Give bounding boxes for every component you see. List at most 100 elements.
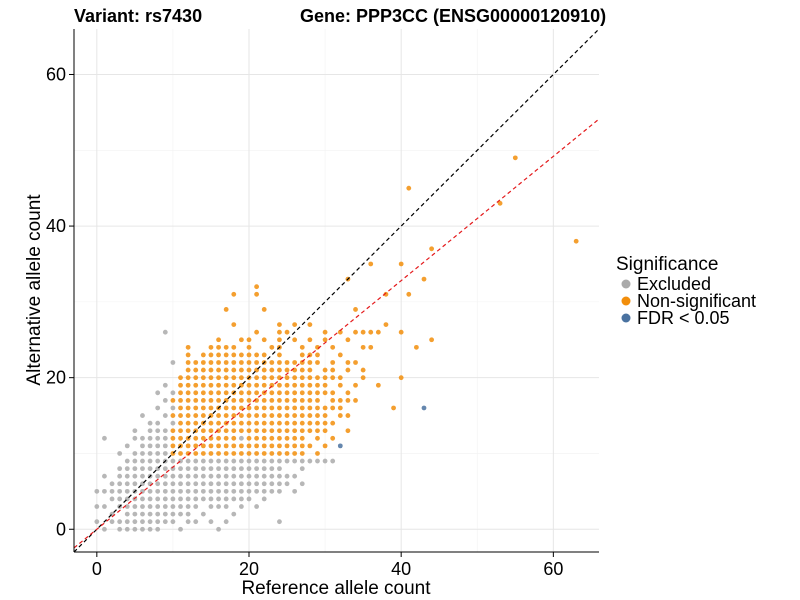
point-non-significant xyxy=(292,337,298,343)
point-excluded xyxy=(170,504,176,509)
point-non-significant xyxy=(170,428,176,434)
point-non-significant xyxy=(231,420,237,426)
point-non-significant xyxy=(208,375,214,381)
point-non-significant xyxy=(200,451,206,456)
point-non-significant xyxy=(208,451,214,456)
point-non-significant xyxy=(231,291,237,297)
point-non-significant xyxy=(178,382,183,388)
point-non-significant xyxy=(178,435,183,441)
point-non-significant xyxy=(208,420,214,426)
point-excluded xyxy=(147,451,153,456)
point-excluded xyxy=(117,466,123,472)
point-excluded xyxy=(193,473,199,479)
point-excluded xyxy=(155,451,161,456)
point-non-significant xyxy=(337,329,343,335)
point-non-significant xyxy=(337,352,343,358)
point-excluded xyxy=(200,466,206,472)
point-excluded xyxy=(147,511,153,517)
point-non-significant xyxy=(216,367,221,373)
point-excluded xyxy=(261,488,267,494)
point-excluded xyxy=(140,413,145,418)
point-non-significant xyxy=(421,276,427,282)
point-non-significant xyxy=(299,405,305,411)
point-excluded xyxy=(170,511,176,517)
point-non-significant xyxy=(261,443,267,449)
point-non-significant xyxy=(246,413,252,418)
point-non-significant xyxy=(246,360,252,365)
point-non-significant xyxy=(254,352,260,358)
point-non-significant xyxy=(292,428,298,434)
point-excluded xyxy=(185,496,191,502)
point-excluded xyxy=(185,504,191,509)
point-non-significant xyxy=(193,367,199,373)
point-excluded xyxy=(94,519,100,525)
point-non-significant xyxy=(223,307,229,312)
point-non-significant xyxy=(345,428,351,434)
point-non-significant xyxy=(246,382,252,388)
point-excluded xyxy=(238,504,244,509)
point-excluded xyxy=(147,443,153,449)
point-non-significant xyxy=(322,443,328,449)
point-non-significant xyxy=(292,451,298,456)
legend-marker-fdr xyxy=(621,313,631,323)
point-non-significant xyxy=(208,352,214,358)
point-excluded xyxy=(155,511,161,517)
point-non-significant xyxy=(337,398,343,403)
point-excluded xyxy=(238,435,244,441)
point-excluded xyxy=(170,488,176,494)
point-non-significant xyxy=(406,291,412,297)
point-non-significant xyxy=(375,382,381,388)
point-excluded xyxy=(178,526,183,532)
point-excluded xyxy=(170,390,176,396)
point-excluded xyxy=(124,526,130,532)
point-non-significant xyxy=(178,413,183,418)
point-non-significant xyxy=(193,398,199,403)
point-excluded xyxy=(315,458,320,464)
point-non-significant xyxy=(185,443,191,449)
point-non-significant xyxy=(223,367,229,373)
point-non-significant xyxy=(299,451,305,456)
point-excluded xyxy=(162,496,168,502)
point-non-significant xyxy=(246,344,252,350)
point-excluded xyxy=(147,466,153,472)
point-non-significant xyxy=(200,375,206,381)
point-non-significant xyxy=(185,360,191,365)
point-non-significant xyxy=(315,382,320,388)
point-non-significant xyxy=(322,428,328,434)
point-non-significant xyxy=(269,390,275,396)
point-excluded xyxy=(193,496,199,502)
point-excluded xyxy=(132,519,138,525)
point-excluded xyxy=(155,473,161,479)
point-non-significant xyxy=(284,367,290,373)
point-non-significant xyxy=(277,367,282,373)
point-excluded xyxy=(155,420,161,426)
point-non-significant xyxy=(223,344,229,350)
point-non-significant xyxy=(269,420,275,426)
title-gene: Gene: PPP3CC (ENSG00000120910) xyxy=(300,6,606,26)
point-excluded xyxy=(155,496,161,502)
point-excluded xyxy=(155,390,161,396)
point-excluded xyxy=(162,466,168,472)
point-excluded xyxy=(238,458,244,464)
point-excluded xyxy=(193,466,199,472)
point-non-significant xyxy=(246,398,252,403)
x-tick-label: 60 xyxy=(543,559,563,579)
point-non-significant xyxy=(299,367,305,373)
point-excluded xyxy=(246,473,252,479)
point-excluded xyxy=(124,519,130,525)
point-non-significant xyxy=(231,360,237,365)
point-non-significant xyxy=(429,337,435,343)
point-excluded xyxy=(140,458,145,464)
point-excluded xyxy=(102,488,107,494)
point-excluded xyxy=(102,526,107,532)
point-non-significant xyxy=(292,435,298,441)
point-non-significant xyxy=(322,329,328,335)
point-non-significant xyxy=(269,344,275,350)
point-excluded xyxy=(231,466,237,472)
point-non-significant xyxy=(277,322,282,328)
point-non-significant xyxy=(193,435,199,441)
point-excluded xyxy=(208,488,214,494)
point-non-significant xyxy=(261,398,267,403)
point-non-significant xyxy=(277,428,282,434)
